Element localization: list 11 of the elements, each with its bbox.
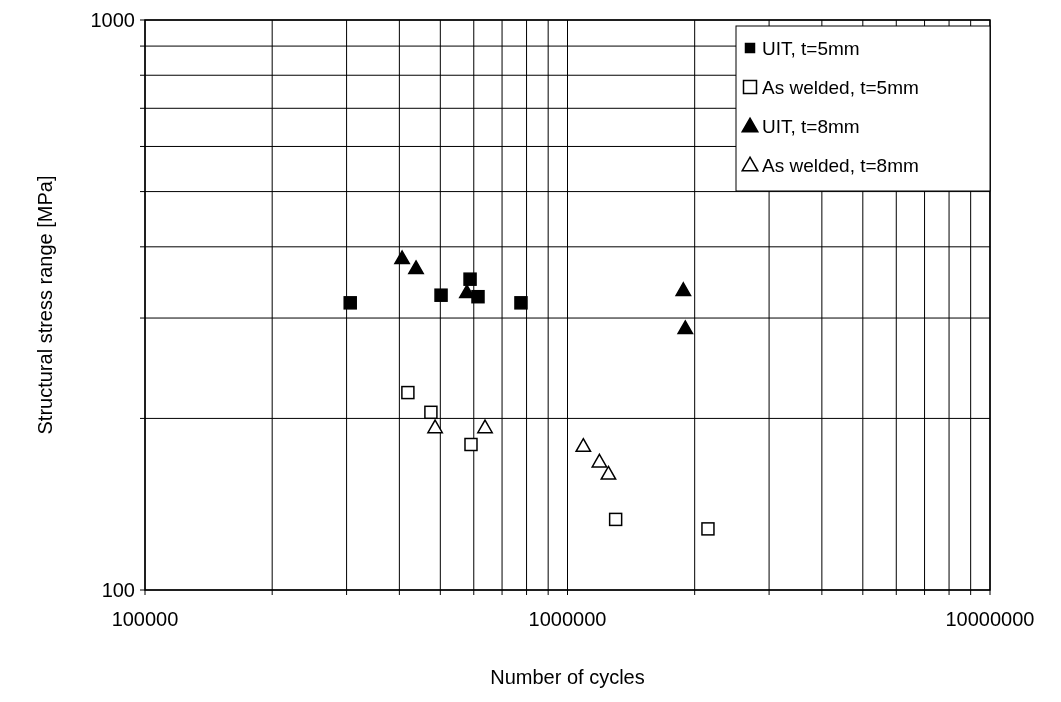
legend-label: As welded, t=8mm xyxy=(762,155,919,176)
legend-label: UIT, t=5mm xyxy=(762,38,860,59)
legend-label: As welded, t=5mm xyxy=(762,77,919,98)
y-tick-label: 100 xyxy=(101,579,135,601)
x-tick-label: 1000000 xyxy=(528,608,607,630)
x-tick-label: 100000 xyxy=(111,608,179,630)
y-tick-label: 1000 xyxy=(90,9,135,31)
y-axis-title: Structural stress range [MPa] xyxy=(34,175,56,435)
x-tick-label: 10000000 xyxy=(945,608,1035,630)
x-axis-title: Number of cycles xyxy=(490,666,645,688)
legend-label: UIT, t=8mm xyxy=(762,116,860,137)
